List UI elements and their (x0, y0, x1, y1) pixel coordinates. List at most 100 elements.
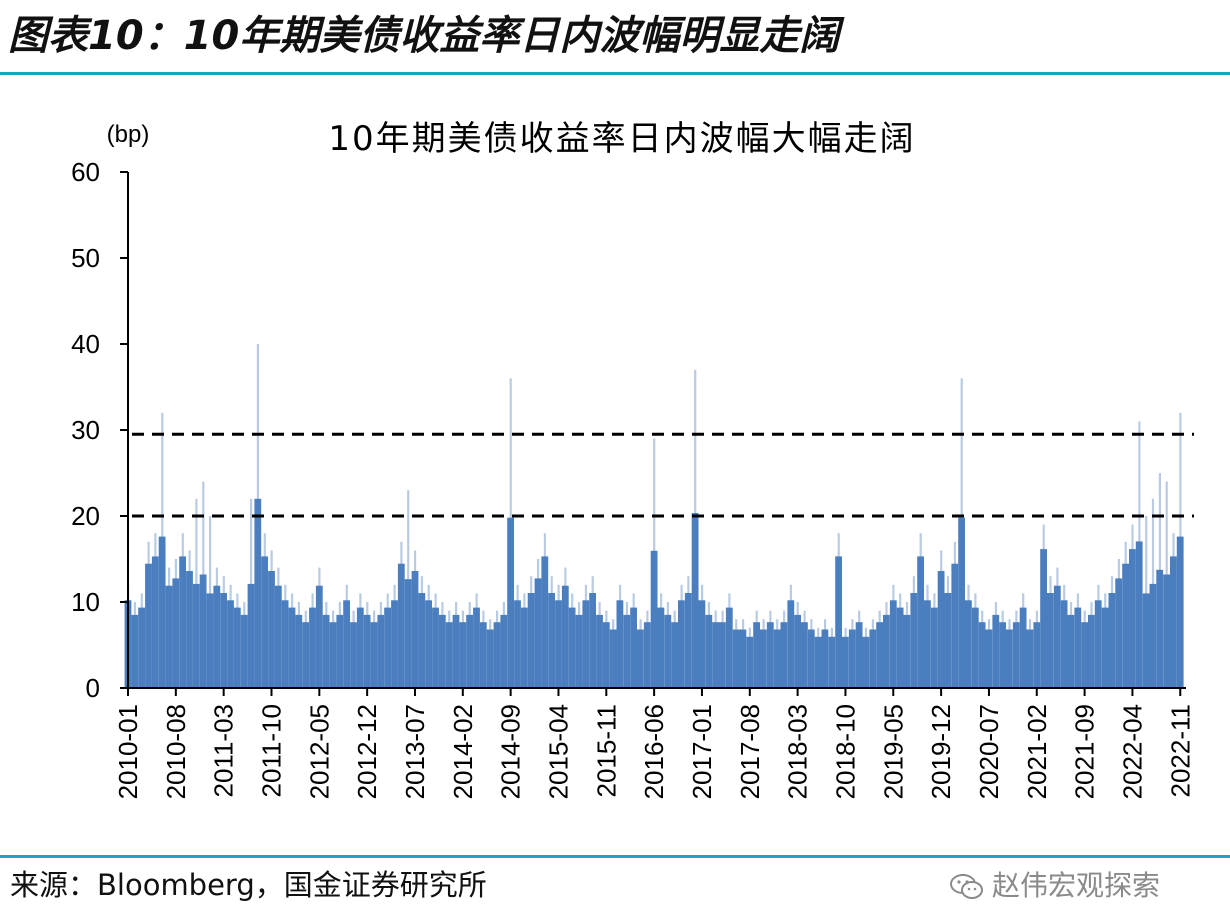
chart-svg: 10年期美债收益率日内波幅大幅走阔 (bp) 0 10 20 30 40 50 60 2010… (71, 119, 1195, 799)
y-tick-label: 0 (86, 673, 100, 703)
reference-lines (132, 432, 1194, 518)
bar (814, 636, 822, 688)
bar (1040, 549, 1047, 688)
bar (664, 614, 672, 688)
bar (1170, 556, 1177, 688)
bar (650, 550, 658, 688)
y-tick-label: 20 (71, 501, 100, 531)
bar (746, 636, 754, 688)
bar (910, 593, 918, 688)
bar (725, 607, 733, 688)
bar (206, 593, 214, 688)
bar (787, 600, 795, 688)
x-tick-label: 2020-07 (974, 704, 1004, 799)
bar (397, 563, 405, 688)
bar (145, 563, 152, 688)
bar (131, 614, 139, 688)
bar (370, 622, 378, 688)
x-tick-label: 2018-10 (831, 704, 861, 799)
bar (356, 607, 364, 688)
bar (377, 614, 385, 688)
bar (391, 600, 398, 688)
bar (302, 622, 309, 688)
bar (630, 607, 637, 688)
bar (1047, 593, 1054, 688)
bar (794, 614, 801, 688)
bar (548, 593, 555, 688)
bar (500, 614, 508, 688)
bar (138, 607, 145, 688)
bar (1122, 563, 1129, 688)
bar (589, 593, 596, 688)
bar (616, 600, 624, 688)
bar (1149, 583, 1157, 688)
bar (930, 607, 938, 688)
bar (479, 622, 487, 688)
bar (343, 600, 350, 688)
bar (1156, 569, 1164, 689)
bar (1012, 622, 1020, 688)
axes-group: 0 10 20 30 40 50 60 2010-01 2010-08 2011-03 2011-1… (71, 157, 1195, 799)
bar (807, 629, 815, 688)
y-tick-label: 40 (71, 329, 100, 359)
bar (425, 600, 432, 688)
bar (937, 571, 945, 688)
figure-title: 图表10：10年期美债收益率日内波幅明显走阔 (8, 13, 840, 59)
bar (254, 498, 262, 688)
bar (288, 607, 296, 688)
x-tick-label: 2010-01 (113, 704, 143, 799)
bar (903, 614, 911, 688)
x-tick-label: 2014-02 (448, 704, 478, 799)
bar (486, 629, 494, 688)
bar (698, 600, 706, 688)
y-axis-unit-label: (bp) (107, 121, 150, 148)
bar (179, 556, 186, 688)
bar (1074, 607, 1082, 688)
bar (821, 629, 829, 688)
bar (350, 622, 357, 688)
bar (384, 607, 391, 688)
y-tick-label: 10 (71, 587, 100, 617)
bar (999, 622, 1006, 688)
bar (1026, 629, 1034, 688)
bar (971, 607, 979, 688)
bar (609, 629, 617, 688)
bar (835, 556, 842, 688)
bar (958, 517, 965, 688)
x-tick-label: 2022-11 (1165, 704, 1195, 798)
bar (575, 614, 583, 688)
bar (732, 629, 740, 688)
bar (1101, 607, 1109, 688)
bar (1081, 622, 1088, 688)
bar (186, 571, 193, 688)
bar (268, 571, 275, 688)
bar (220, 593, 227, 688)
y-tick-label: 50 (71, 243, 100, 273)
bar (274, 585, 282, 688)
bar (445, 622, 453, 688)
bar (1006, 629, 1013, 688)
bar (1053, 585, 1061, 688)
bar (848, 629, 856, 688)
bar (452, 614, 460, 688)
bar (172, 578, 180, 688)
bar (766, 622, 774, 688)
bar (1060, 600, 1068, 688)
bar (965, 600, 972, 688)
bar (643, 622, 651, 688)
bar (985, 629, 993, 688)
bar (151, 556, 159, 688)
bar (418, 593, 426, 688)
bar (719, 622, 726, 688)
bar (240, 614, 248, 688)
bar (602, 622, 610, 688)
bar (637, 629, 644, 688)
bar (760, 629, 767, 688)
bar (520, 607, 528, 688)
x-tick-label: 2022-04 (1117, 704, 1147, 799)
bar (541, 556, 549, 688)
bar (1033, 622, 1041, 688)
y-tick-label: 60 (71, 157, 100, 187)
bar (527, 593, 535, 688)
bar (404, 579, 412, 688)
